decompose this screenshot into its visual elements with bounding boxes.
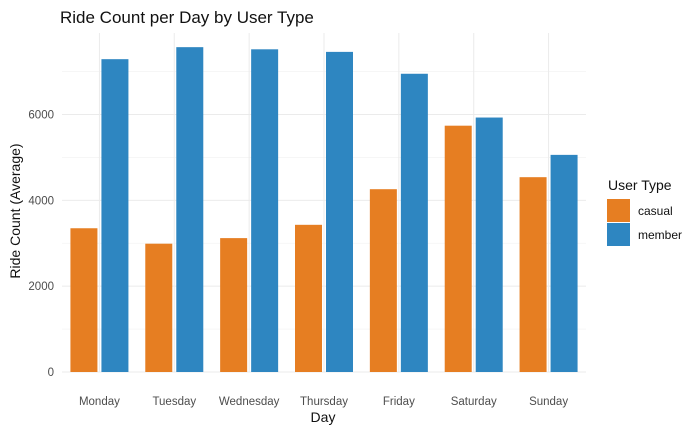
bar-member-wednesday (251, 49, 279, 372)
legend-swatch-casual (607, 199, 630, 222)
legend: User Type casual member (607, 177, 682, 246)
bar-member-thursday (326, 51, 353, 372)
x-tick-label: Sunday (529, 396, 568, 408)
x-tick-label: Wednesday (219, 396, 280, 408)
bar-member-friday (400, 73, 428, 373)
bar-casual-friday (369, 189, 397, 372)
gridlines (62, 33, 586, 373)
y-tick-label: 4000 (28, 195, 54, 207)
bar-casual-thursday (295, 224, 322, 372)
legend-swatch-member (607, 223, 630, 246)
x-axis-ticks: Monday Tuesday Wednesday Thursday Friday Satu… (79, 396, 568, 408)
bars (70, 47, 578, 373)
bar-member-monday (101, 59, 129, 372)
x-tick-label: Saturday (451, 396, 497, 408)
chart-title: Ride Count per Day by User Type (60, 8, 314, 27)
bar-casual-monday (70, 228, 98, 372)
x-tick-label: Monday (79, 396, 120, 408)
x-tick-label: Friday (383, 396, 415, 408)
legend-label-member: member (638, 228, 682, 242)
x-tick-label: Tuesday (152, 396, 196, 408)
bar-casual-wednesday (220, 238, 248, 372)
bar-member-tuesday (176, 47, 204, 372)
y-axis-ticks: 0 2000 4000 6000 (28, 110, 54, 379)
y-axis-title: Ride Count (Average) (7, 143, 23, 278)
legend-title: User Type (608, 177, 672, 193)
legend-label-casual: casual (638, 204, 673, 218)
x-axis-title: Day (311, 409, 336, 425)
bar-casual-tuesday (145, 243, 173, 372)
y-tick-label: 2000 (28, 281, 54, 293)
bar-casual-sunday (519, 177, 547, 372)
bar-member-saturday (475, 117, 503, 372)
bar-casual-saturday (444, 125, 472, 373)
bar-member-sunday (550, 154, 578, 372)
y-tick-label: 0 (48, 367, 54, 379)
y-tick-label: 6000 (28, 110, 54, 122)
x-tick-label: Thursday (300, 396, 348, 408)
